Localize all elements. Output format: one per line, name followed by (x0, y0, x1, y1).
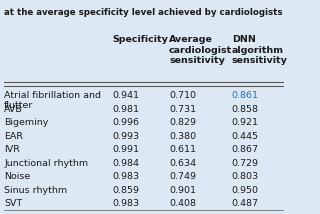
Text: at the average specificity level achieved by cardiologists: at the average specificity level achieve… (4, 8, 283, 17)
Text: Junctional rhythm: Junctional rhythm (4, 159, 88, 168)
Text: 0.983: 0.983 (112, 172, 140, 181)
Text: 0.991: 0.991 (112, 145, 139, 154)
Text: 0.950: 0.950 (232, 186, 259, 195)
Text: 0.901: 0.901 (169, 186, 196, 195)
Text: 0.803: 0.803 (232, 172, 259, 181)
Text: 0.445: 0.445 (232, 132, 259, 141)
Text: 0.858: 0.858 (232, 105, 259, 114)
Text: AVB: AVB (4, 105, 23, 114)
Text: 0.983: 0.983 (112, 199, 140, 208)
Text: Specificity: Specificity (112, 35, 168, 44)
Text: Bigeminy: Bigeminy (4, 118, 49, 127)
Text: 0.729: 0.729 (232, 159, 259, 168)
Text: 0.861: 0.861 (232, 91, 259, 100)
Text: SVT: SVT (4, 199, 22, 208)
Text: 0.731: 0.731 (169, 105, 196, 114)
Text: 0.941: 0.941 (112, 91, 139, 100)
Text: 0.921: 0.921 (232, 118, 259, 127)
Text: Atrial fibrillation and
flutter: Atrial fibrillation and flutter (4, 91, 101, 110)
Text: 0.380: 0.380 (169, 132, 196, 141)
Text: EAR: EAR (4, 132, 23, 141)
Text: DNN
algorithm
sensitivity: DNN algorithm sensitivity (232, 35, 287, 65)
Text: 0.749: 0.749 (169, 172, 196, 181)
Text: 0.993: 0.993 (112, 132, 140, 141)
Text: 0.634: 0.634 (169, 159, 196, 168)
Text: 0.710: 0.710 (169, 91, 196, 100)
Text: 0.867: 0.867 (232, 145, 259, 154)
Text: 0.487: 0.487 (232, 199, 259, 208)
Text: 0.981: 0.981 (112, 105, 139, 114)
Text: Noise: Noise (4, 172, 30, 181)
Text: 0.859: 0.859 (112, 186, 139, 195)
Text: 0.984: 0.984 (112, 159, 139, 168)
Text: 0.996: 0.996 (112, 118, 139, 127)
Text: 0.611: 0.611 (169, 145, 196, 154)
Text: Sinus rhythm: Sinus rhythm (4, 186, 67, 195)
Text: IVR: IVR (4, 145, 20, 154)
Text: 0.829: 0.829 (169, 118, 196, 127)
Text: 0.408: 0.408 (169, 199, 196, 208)
Text: Average
cardiologist
sensitivity: Average cardiologist sensitivity (169, 35, 232, 65)
